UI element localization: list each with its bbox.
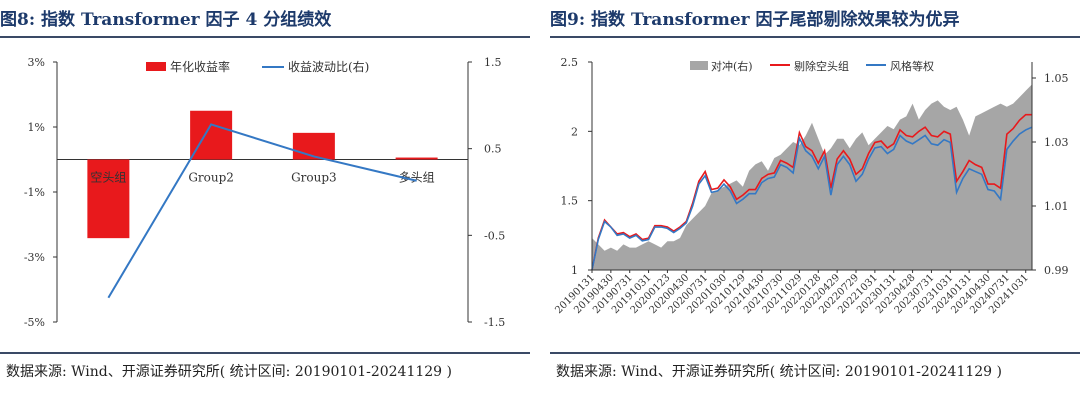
figure-9-top-rule [550, 36, 1080, 38]
right-y-tick-label: 1.01 [1044, 200, 1069, 213]
figure-8-top-rule [0, 36, 530, 38]
left-y-tick-label: -3% [24, 251, 45, 264]
figure-9-title: 图9: 指数 Transformer 因子尾部剔除效果较为优异 [550, 10, 960, 30]
legend-swatch-hedge [690, 61, 708, 70]
style-equal-weight-line [591, 126, 1033, 271]
figure-8-source-note: 数据来源: Wind、开源证券研究所( 统计区间: 20190101-20241… [6, 364, 453, 380]
right-y-tick-label: 0.99 [1044, 264, 1069, 277]
left-y-tick-label: -1% [24, 186, 45, 199]
left-y-tick-label: 1% [28, 121, 45, 134]
right-y-tick-label: 1.03 [1044, 136, 1069, 149]
legend-label: 剔除空头组 [794, 59, 849, 73]
left-y-tick-label: 1 [571, 264, 578, 277]
left-y-tick-label: 2 [571, 125, 578, 138]
left-y-tick-label: 2.5 [561, 56, 579, 69]
right-y-tick-label: -1.5 [484, 316, 505, 329]
x-category-label: Group3 [291, 171, 337, 185]
figure-9-bottom-rule [550, 352, 1080, 354]
tail-removal-chart: 11.522.50.991.011.031.052019013120190430… [553, 56, 1069, 316]
legend-label: 收益波动比(右) [288, 59, 369, 74]
quintile-performance-chart: 3% 1% -1% -3% -5% 1.5 0.5 -0.5 -1.5 空头组 Group2 Grou… [24, 56, 505, 329]
right-y-tick-label: 0.5 [484, 143, 502, 156]
figure-9-source-note: 数据来源: Wind、开源证券研究所( 统计区间: 20190101-20241… [556, 364, 1003, 380]
bar-Group2 [190, 110, 233, 160]
right-y-tick-label: 1.5 [484, 56, 502, 69]
left-y-tick-label: -5% [24, 316, 45, 329]
legend-label: 对冲(右) [711, 59, 753, 73]
x-category-label: Group2 [188, 171, 234, 185]
figure-8-panel: 图8: 指数 Transformer 因子 4 分组绩效 3% 1% -1% -3% -… [0, 0, 530, 401]
right-y-tick-label: 1.05 [1044, 72, 1069, 85]
left-y-tick-label: 3% [28, 56, 45, 69]
hedge-area [592, 84, 1032, 271]
bar-Group3 [292, 132, 335, 160]
remove-short-group-line [591, 113, 1032, 271]
legend-swatch-annual-return [146, 62, 166, 71]
return-volatility-line [107, 123, 417, 299]
right-y-tick-label: -0.5 [484, 229, 505, 242]
x-category-label: 多头组 [399, 171, 435, 185]
bar-多头组 [395, 157, 438, 160]
legend-label: 风格等权 [890, 59, 934, 73]
bar-空头组 [87, 159, 130, 239]
x-category-label: 空头组 [90, 171, 126, 185]
figure-8-title: 图8: 指数 Transformer 因子 4 分组绩效 [0, 10, 332, 30]
figure-8-bottom-rule [0, 352, 530, 354]
legend-label: 年化收益率 [170, 59, 230, 74]
figure-9-panel: 图9: 指数 Transformer 因子尾部剔除效果较为优异 1 1.5 2 2.5… [550, 0, 1080, 401]
left-y-tick-label: 1.5 [561, 195, 579, 208]
